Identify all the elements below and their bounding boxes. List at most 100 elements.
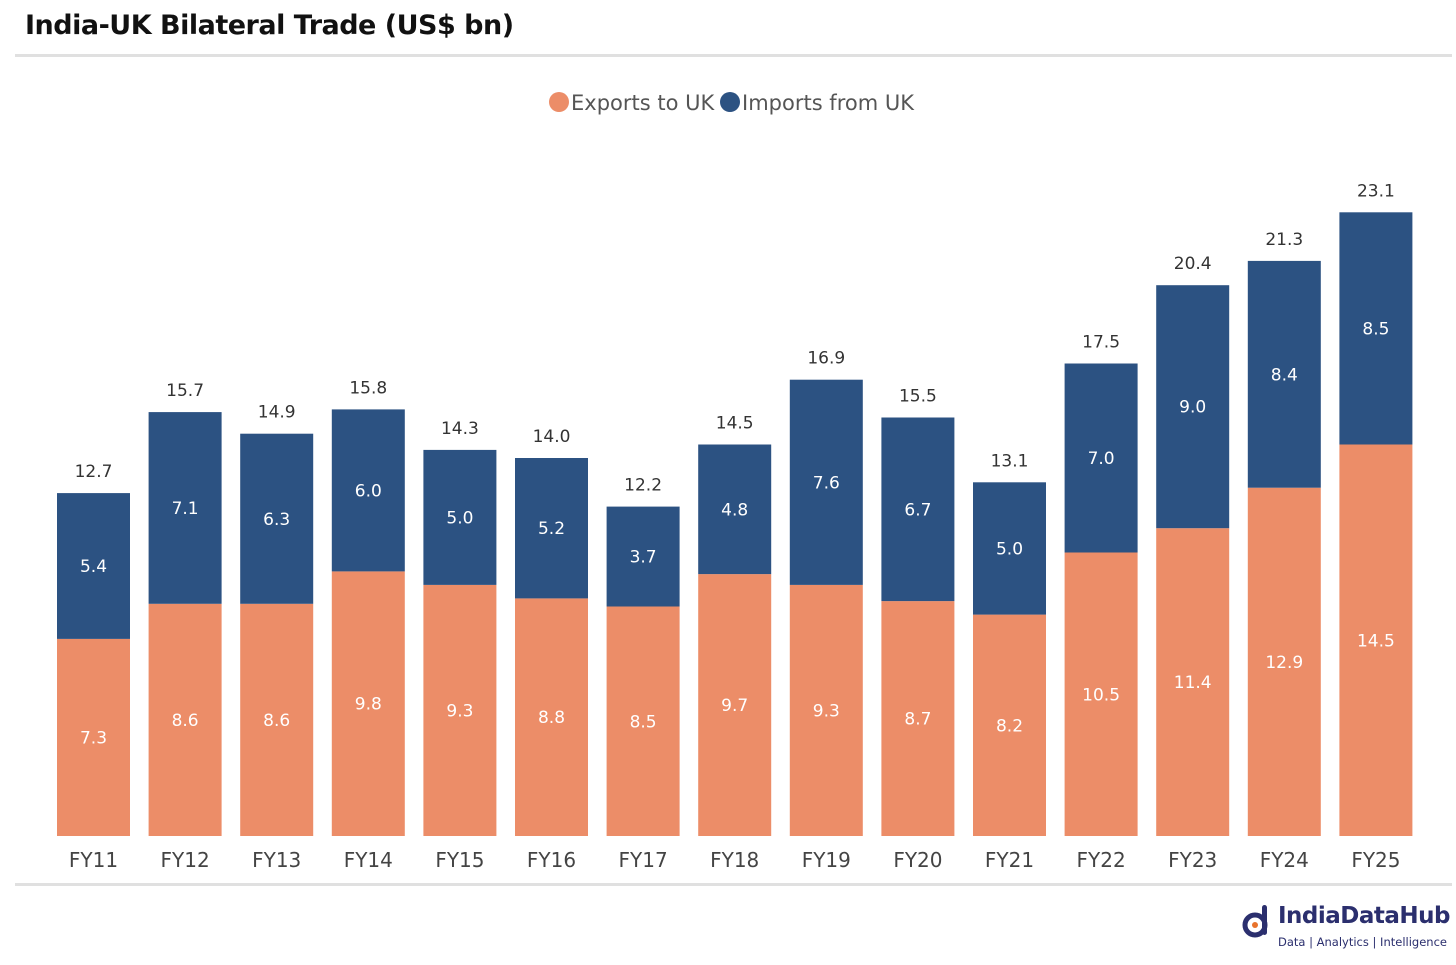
- data-label-exports: 10.5: [1082, 685, 1120, 705]
- x-tick-label: FY25: [1351, 848, 1400, 872]
- bar-exports-fy11: [57, 638, 130, 836]
- x-tick-label: FY13: [252, 848, 301, 872]
- data-label-total: 23.1: [1357, 181, 1395, 201]
- bar-exports-fy19: [789, 584, 863, 836]
- bar-imports-fy18: [698, 444, 772, 575]
- data-label-imports: 7.0: [1088, 449, 1115, 469]
- data-label-imports: 9.0: [1179, 398, 1206, 418]
- bar-imports-fy24: [1247, 260, 1321, 488]
- legend-label: Exports to UK: [571, 91, 715, 115]
- data-label-exports: 8.6: [263, 711, 290, 731]
- data-label-imports: 4.8: [721, 500, 748, 520]
- bar-exports-fy18: [698, 574, 772, 836]
- data-label-total: 14.9: [258, 403, 296, 423]
- x-tick-label: FY15: [435, 848, 484, 872]
- data-label-exports: 8.8: [538, 708, 565, 728]
- data-label-imports: 5.2: [538, 519, 565, 539]
- bar-exports-fy23: [1156, 528, 1230, 836]
- brand-name: IndiaDataHub: [1278, 903, 1451, 929]
- x-tick-label: FY18: [710, 848, 759, 872]
- data-label-imports: 6.3: [263, 510, 290, 530]
- x-tick-label: FY19: [802, 848, 851, 872]
- bar-exports-fy20: [881, 601, 955, 836]
- chart-title: India-UK Bilateral Trade (US$ bn): [25, 10, 514, 41]
- data-label-total: 12.7: [75, 462, 113, 482]
- bar-imports-fy22: [1064, 363, 1138, 553]
- data-label-total: 15.8: [349, 378, 387, 398]
- data-label-imports: 8.4: [1271, 365, 1298, 385]
- bar-imports-fy15: [423, 449, 497, 585]
- data-label-total: 14.0: [533, 427, 571, 447]
- data-label-imports: 6.7: [904, 500, 931, 520]
- bar-imports-fy11: [57, 493, 130, 639]
- x-tick-label: FY24: [1260, 848, 1309, 872]
- data-label-exports: 12.9: [1265, 653, 1303, 673]
- x-tick-label: FY17: [619, 848, 668, 872]
- data-label-exports: 9.7: [721, 696, 748, 716]
- data-label-exports: 11.4: [1174, 673, 1212, 693]
- data-label-exports: 8.7: [904, 710, 931, 730]
- bar-imports-fy23: [1156, 285, 1230, 529]
- bottom-divider: [15, 883, 1452, 886]
- data-label-imports: 6.0: [355, 481, 382, 501]
- logo-mark-icon: [1242, 905, 1268, 938]
- data-label-imports: 5.0: [996, 539, 1023, 559]
- data-label-total: 21.3: [1265, 230, 1303, 250]
- data-label-imports: 5.4: [80, 557, 107, 577]
- bar-exports-fy24: [1247, 487, 1321, 836]
- x-tick-label: FY14: [344, 848, 393, 872]
- data-label-exports: 9.8: [355, 695, 382, 715]
- bar-imports-fy12: [148, 412, 222, 604]
- bar-imports-fy19: [789, 379, 863, 585]
- data-label-total: 15.7: [166, 381, 204, 401]
- bar-exports-fy21: [973, 614, 1046, 836]
- bar-exports-fy13: [240, 603, 314, 836]
- top-divider: [15, 54, 1452, 57]
- bar-exports-fy12: [148, 603, 222, 836]
- data-label-total: 15.5: [899, 387, 937, 407]
- data-label-total: 17.5: [1082, 333, 1120, 353]
- data-label-total: 13.1: [991, 451, 1029, 471]
- bar-imports-fy13: [240, 433, 314, 604]
- bar-exports-fy14: [331, 571, 405, 836]
- brand-logo: IndiaDataHub Data | Analytics | Intellig…: [1242, 903, 1452, 958]
- bar-imports-fy16: [515, 458, 588, 599]
- x-tick-label: FY21: [985, 848, 1034, 872]
- data-label-exports: 7.3: [80, 728, 107, 748]
- x-tick-label: FY16: [527, 848, 576, 872]
- data-label-total: 12.2: [624, 476, 662, 496]
- data-label-exports: 14.5: [1357, 631, 1395, 651]
- bar-imports-fy17: [606, 506, 680, 607]
- data-label-imports: 8.5: [1362, 319, 1389, 339]
- stacked-bar-chart: Exports to UK Imports from UK 7.3 5.4 12.7 8…: [57, 91, 1413, 872]
- bar-imports-fy25: [1339, 212, 1413, 445]
- brand-tagline: Data | Analytics | Intelligence: [1278, 935, 1447, 949]
- data-label-exports: 8.2: [996, 716, 1023, 736]
- data-label-exports: 8.5: [630, 712, 657, 732]
- data-label-exports: 9.3: [813, 701, 840, 721]
- data-label-total: 20.4: [1174, 254, 1212, 274]
- bar-exports-fy16: [515, 598, 588, 836]
- bars-group: 7.3 5.4 12.7 8.6 7.1 15.7 8.6 6.3 14.9 9.8 6.0 15.8…: [57, 181, 1413, 836]
- bar-exports-fy22: [1064, 552, 1138, 836]
- bar-exports-fy15: [423, 584, 497, 836]
- data-label-imports: 7.6: [813, 473, 840, 493]
- data-label-exports: 9.3: [446, 701, 473, 721]
- legend-label: Imports from UK: [742, 91, 915, 115]
- data-label-total: 14.3: [441, 419, 479, 439]
- x-tick-label: FY12: [161, 848, 210, 872]
- data-label-imports: 3.7: [630, 548, 657, 568]
- x-tick-label: FY11: [69, 848, 118, 872]
- legend-marker: [549, 92, 569, 112]
- bar-imports-fy20: [881, 417, 955, 602]
- x-tick-label: FY20: [893, 848, 942, 872]
- data-label-total: 16.9: [807, 349, 845, 369]
- x-tick-label: FY22: [1077, 848, 1126, 872]
- data-label-total: 14.5: [716, 414, 754, 434]
- data-label-exports: 8.6: [172, 711, 199, 731]
- bar-imports-fy21: [973, 482, 1046, 615]
- legend: Exports to UK Imports from UK: [549, 91, 915, 115]
- x-tick-label: FY23: [1168, 848, 1217, 872]
- x-axis: FY11 FY12 FY13 FY14 FY15 FY16 FY17 FY18 FY19 FY20…: [69, 848, 1401, 872]
- data-label-imports: 7.1: [172, 499, 199, 519]
